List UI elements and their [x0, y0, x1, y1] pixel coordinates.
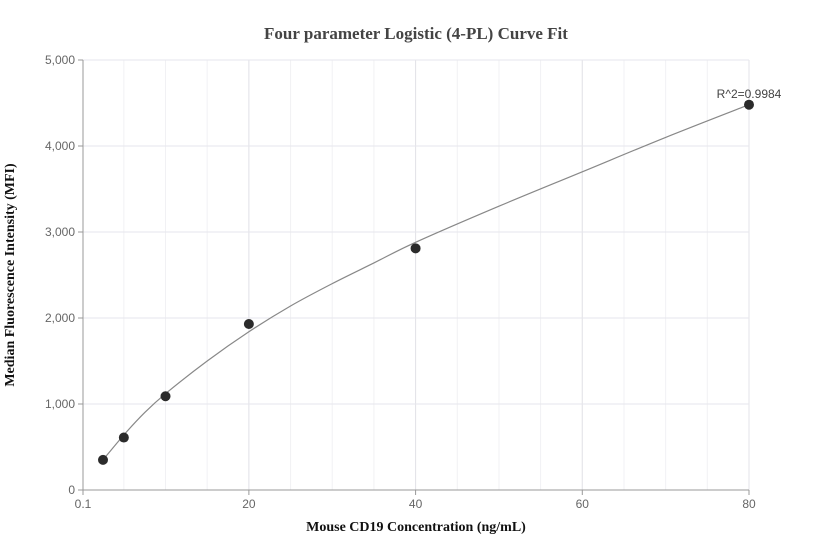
- grid: [82, 59, 750, 491]
- data-point: [744, 99, 754, 110]
- y-tick-label: 2,000: [45, 311, 75, 325]
- x-axis-label: Mouse CD19 Concentration (ng/mL): [306, 520, 526, 535]
- x-ticks: 0.1 20 40 60 80: [75, 490, 756, 511]
- y-axis-label: Median Fluorescence Intensity (MFI): [3, 163, 18, 387]
- r-squared-annotation: R^2=0.9984: [717, 87, 782, 101]
- y-tick-label: 4,000: [45, 139, 75, 153]
- y-tick-label: 3,000: [45, 225, 75, 239]
- x-tick-label: 40: [409, 497, 423, 511]
- data-points: [98, 99, 754, 465]
- data-point: [243, 319, 254, 330]
- x-tick-label: 0.1: [75, 497, 92, 511]
- y-tick-label: 5,000: [45, 53, 75, 67]
- x-tick-label: 80: [742, 497, 756, 511]
- fit-curve: [102, 104, 750, 461]
- y-tick-label: 1,000: [45, 397, 75, 411]
- x-tick-label: 20: [242, 497, 256, 511]
- chart-title: Four parameter Logistic (4-PL) Curve Fit: [264, 24, 568, 43]
- y-ticks: 0 1,000 2,000 3,000 4,000 5,000: [45, 53, 83, 497]
- y-tick-label: 0: [68, 483, 75, 497]
- x-tick-label: 60: [576, 497, 590, 511]
- data-point: [118, 432, 129, 443]
- data-point: [98, 454, 109, 465]
- data-point: [160, 391, 171, 402]
- data-point: [410, 243, 421, 254]
